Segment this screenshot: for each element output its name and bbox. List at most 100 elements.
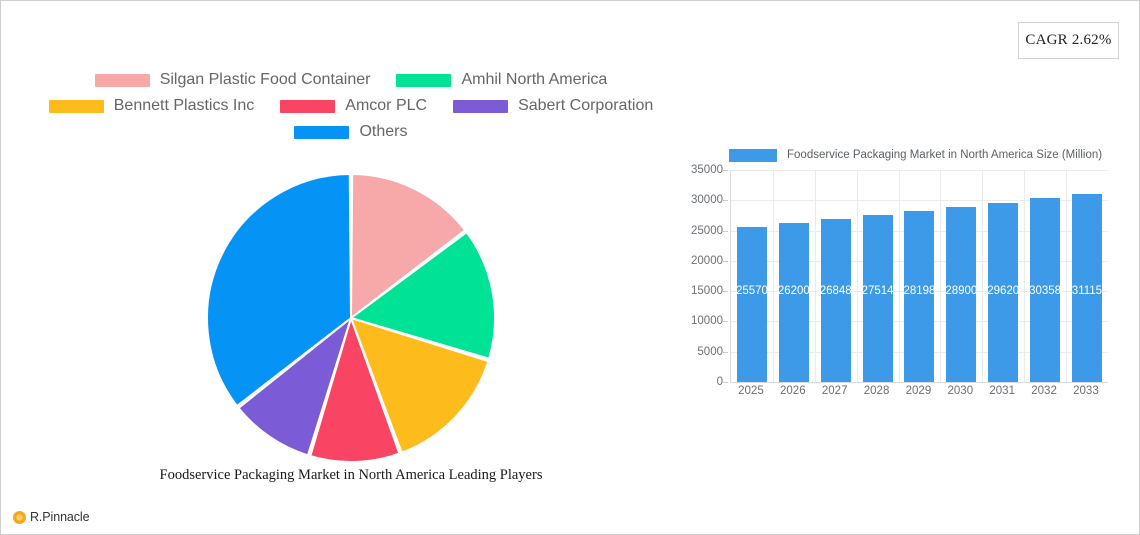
- bar-chart-plot: 0 5000 10000 15000 20000 25000 30000 35000 2557…: [677, 164, 1117, 410]
- y-axis: 0 5000 10000 15000 20000 25000 30000 35000: [677, 164, 728, 388]
- bar-column[interactable]: 27514: [862, 170, 894, 382]
- legend-swatch-icon: [294, 125, 350, 139]
- y-axis-tick-label: 35000: [691, 164, 723, 176]
- vertical-gridline: [898, 170, 900, 382]
- pie-slice[interactable]: [206, 173, 353, 408]
- legend-item-label: Sabert Corporation: [518, 97, 654, 114]
- brand-logo-text: R.Pinnacle: [30, 510, 90, 524]
- bar-column[interactable]: 28900: [945, 170, 977, 382]
- legend-row: Bennett Plastics Inc Amcor PLC Sabert Co…: [36, 97, 666, 115]
- bar-chart: Foodservice Packaging Market in North Am…: [677, 144, 1117, 414]
- bar-column[interactable]: 26200: [778, 170, 810, 382]
- y-axis-tick-label: 10000: [691, 315, 723, 328]
- bar[interactable]: [820, 219, 851, 382]
- bar[interactable]: [904, 211, 935, 382]
- legend-item-label: Amcor PLC: [345, 97, 428, 114]
- pie-slice[interactable]: [349, 316, 490, 455]
- legend-item-bennett-plastics-inc[interactable]: Bennett Plastics Inc: [48, 97, 255, 115]
- y-axis-tick-label: 25000: [691, 224, 723, 237]
- vertical-gridline: [940, 170, 942, 382]
- vertical-gridline: [814, 170, 816, 382]
- legend-item-silgan-plastic-food-container[interactable]: Silgan Plastic Food Container: [94, 71, 371, 89]
- y-axis-tick-mark: [723, 200, 728, 202]
- pie-chart-caption: Foodservice Packaging Market in North Am…: [159, 467, 543, 483]
- bar[interactable]: [1071, 193, 1102, 382]
- vertical-gridline: [982, 170, 984, 382]
- x-axis-tick-label: 2031: [989, 385, 1015, 397]
- legend-swatch-icon: [94, 73, 150, 87]
- y-axis-tick-mark: [723, 321, 728, 323]
- legend-item-label: Silgan Plastic Food Container: [159, 71, 371, 88]
- legend-row: Silgan Plastic Food Container Amhil Nort…: [36, 71, 666, 89]
- y-axis-tick-mark: [723, 351, 728, 353]
- pie-chart-legend: Silgan Plastic Food Container Amhil Nort…: [36, 71, 666, 149]
- bar-legend-label: Foodservice Packaging Market in North Am…: [787, 149, 1103, 161]
- bar-column[interactable]: 31115: [1072, 170, 1102, 382]
- pie-chart-svg: [206, 173, 496, 463]
- legend-item-label: Bennett Plastics Inc: [113, 97, 255, 114]
- y-axis-tick-mark: [723, 170, 728, 171]
- pinnacle-circle-icon: [13, 510, 26, 524]
- y-axis-tick-mark: [723, 382, 728, 383]
- legend-swatch-icon: [729, 148, 777, 162]
- bar[interactable]: [946, 206, 977, 382]
- x-axis-tick-label: 2030: [947, 385, 974, 397]
- bar[interactable]: [862, 215, 893, 382]
- pie-slice[interactable]: [348, 230, 496, 360]
- y-axis-tick-label: 30000: [691, 194, 723, 207]
- y-axis-tick-mark: [723, 230, 728, 232]
- x-axis-tick-label: 2026: [780, 385, 806, 397]
- plot-area: 25570 26200 26848 27514 28198 28900 29620 30358…: [730, 170, 1108, 383]
- y-axis-tick-mark: [723, 260, 728, 262]
- y-axis-tick-label: 5000: [697, 345, 723, 358]
- pie-slice[interactable]: [237, 315, 353, 457]
- legend-item-label: Amhil North America: [461, 71, 608, 88]
- pie-chart: [206, 173, 496, 463]
- y-axis-tick-label: 15000: [691, 285, 723, 298]
- vertical-gridline: [772, 170, 774, 382]
- bar-column[interactable]: 26848: [820, 170, 852, 382]
- cagr-badge: CAGR 2.62%: [1018, 22, 1119, 59]
- bar[interactable]: [736, 227, 767, 382]
- legend-item-label: Others: [359, 123, 408, 140]
- vertical-gridline: [856, 170, 858, 382]
- x-axis-tick-label: 2033: [1073, 385, 1099, 397]
- x-axis-tick-label: 2027: [821, 385, 848, 397]
- bar[interactable]: [988, 202, 1019, 382]
- legend-swatch-icon: [280, 99, 336, 113]
- bar-column[interactable]: 29620: [987, 170, 1019, 382]
- x-axis-tick-label: 2029: [905, 385, 932, 397]
- gridline: [731, 200, 1108, 202]
- x-axis-tick-label: 2025: [738, 385, 764, 397]
- pie-slice[interactable]: [309, 314, 401, 463]
- bar-column[interactable]: 25570: [736, 170, 768, 382]
- legend-item-amhil-north-america[interactable]: Amhil North America: [396, 71, 607, 89]
- y-axis-tick-label: 0: [716, 376, 723, 388]
- pie-slice-group: [206, 173, 496, 463]
- vertical-gridline: [1066, 170, 1068, 382]
- legend-item-sabert-corporation[interactable]: Sabert Corporation: [453, 97, 653, 115]
- bar-series: 25570 26200 26848 27514 28198 28900 29620 30358…: [731, 170, 1108, 382]
- bar-column[interactable]: 30358: [1029, 170, 1061, 382]
- y-axis-tick-mark: [723, 291, 728, 293]
- vertical-gridline: [1024, 170, 1026, 382]
- legend-item-amcor-plc[interactable]: Amcor PLC: [280, 97, 427, 115]
- bar-chart-legend[interactable]: Foodservice Packaging Market in North Am…: [677, 144, 1117, 166]
- legend-swatch-icon: [48, 99, 104, 113]
- pie-slice[interactable]: [349, 173, 467, 321]
- legend-item-others[interactable]: Others: [294, 123, 408, 141]
- cagr-badge-label: CAGR 2.62%: [1025, 32, 1112, 48]
- bar[interactable]: [1030, 198, 1061, 382]
- legend-row: Others: [36, 123, 666, 141]
- x-axis-tick-label: 2032: [1031, 385, 1057, 397]
- bar[interactable]: [778, 223, 809, 382]
- brand-logo[interactable]: R.Pinnacle: [13, 510, 90, 524]
- bar-column[interactable]: 28198: [903, 170, 935, 382]
- gridline: [731, 170, 1108, 171]
- x-axis-tick-label: 2028: [863, 385, 890, 397]
- y-axis-tick-label: 20000: [691, 254, 723, 267]
- legend-swatch-icon: [396, 73, 452, 87]
- legend-swatch-icon: [453, 99, 509, 113]
- x-axis: 2025 2026 2027 2028 2029 2030 2031 2032 2033: [730, 385, 1107, 397]
